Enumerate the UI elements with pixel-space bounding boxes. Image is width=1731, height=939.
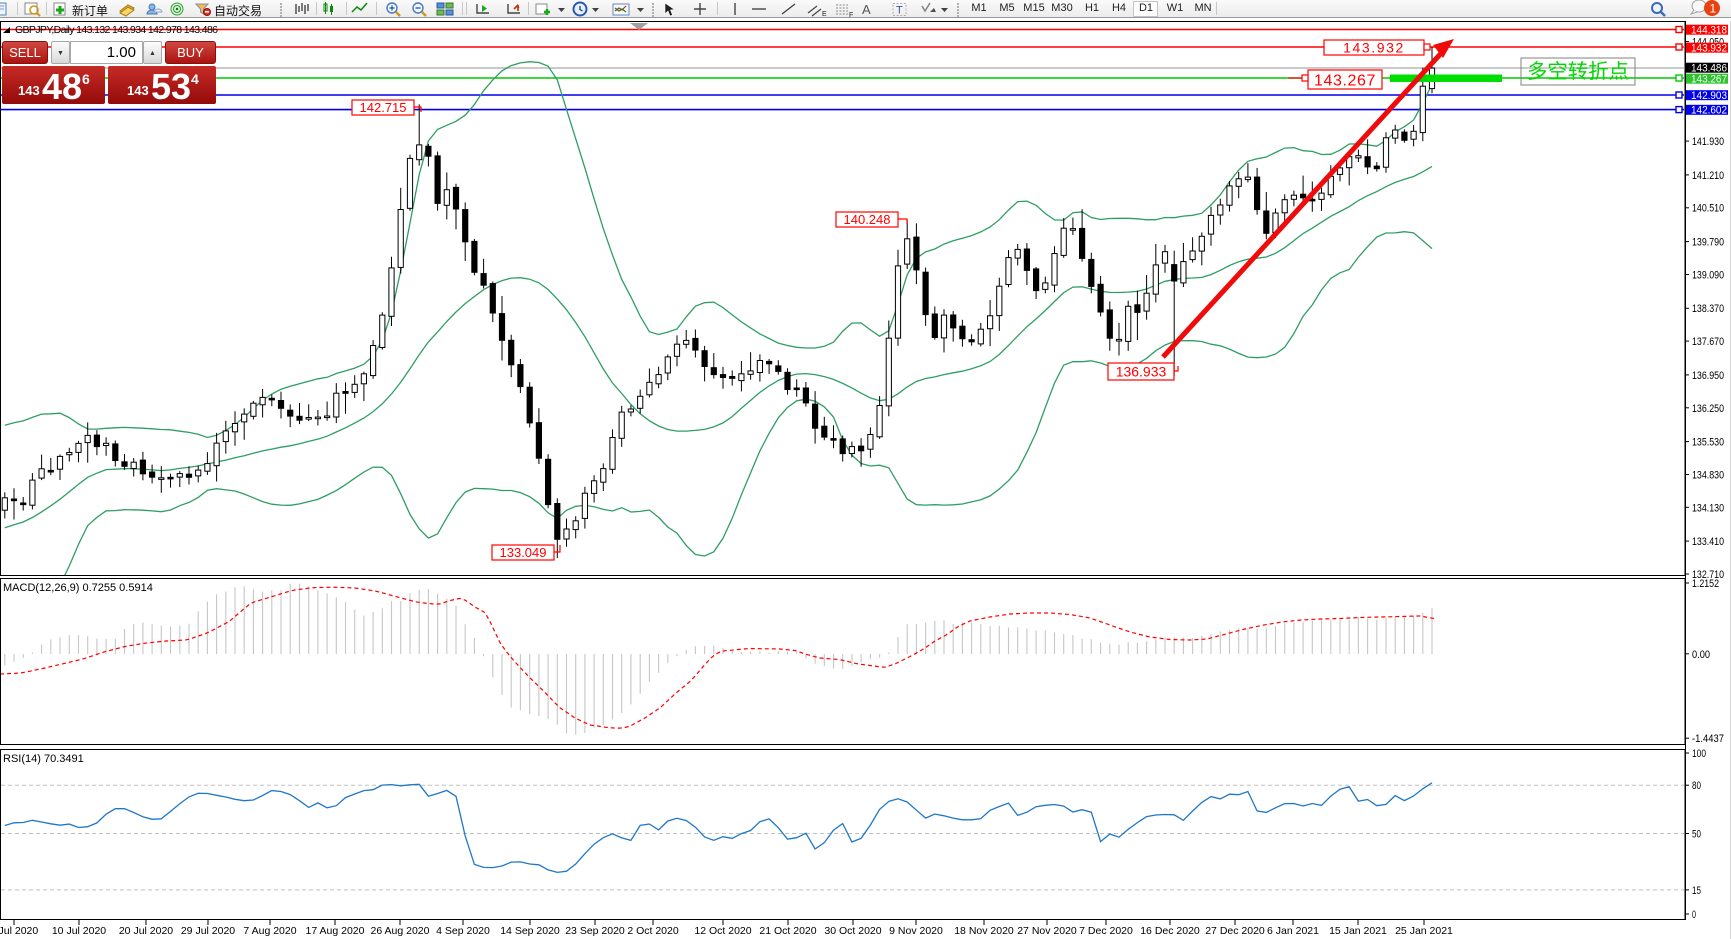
svg-text:12 Oct 2020: 12 Oct 2020 <box>694 925 751 937</box>
svg-text:134.130: 134.130 <box>1692 502 1724 514</box>
svg-text:23 Sep 2020: 23 Sep 2020 <box>565 925 625 937</box>
svg-text:RSI(14) 70.3491: RSI(14) 70.3491 <box>3 753 84 765</box>
svg-text:T: T <box>896 5 903 17</box>
svg-text:80: 80 <box>1692 780 1701 792</box>
svg-text:-1.4437: -1.4437 <box>1692 733 1724 745</box>
svg-text:133.410: 133.410 <box>1692 536 1724 548</box>
svg-text:0: 0 <box>1692 909 1696 921</box>
svg-text:135.530: 135.530 <box>1692 437 1724 449</box>
svg-text:6 Jan 2021: 6 Jan 2021 <box>1267 925 1319 937</box>
svg-text:18 Nov 2020: 18 Nov 2020 <box>954 925 1014 937</box>
svg-text:20 Jul 2020: 20 Jul 2020 <box>119 925 173 937</box>
svg-text:E: E <box>822 11 827 18</box>
svg-text:143.932: 143.932 <box>1691 42 1727 54</box>
svg-text:141.930: 141.930 <box>1692 136 1724 148</box>
svg-text:F: F <box>849 12 853 18</box>
svg-text:142.715: 142.715 <box>360 100 407 115</box>
svg-text:50: 50 <box>1692 829 1701 841</box>
svg-text:MACD(12,26,9) 0.7255 0.5914: MACD(12,26,9) 0.7255 0.5914 <box>3 582 153 594</box>
svg-text:A: A <box>862 2 871 17</box>
svg-text:17 Aug 2020: 17 Aug 2020 <box>306 925 365 937</box>
svg-text:133.049: 133.049 <box>500 545 547 560</box>
svg-text:15: 15 <box>1692 885 1701 897</box>
svg-text:132.710: 132.710 <box>1692 569 1724 581</box>
svg-text:136.950: 136.950 <box>1692 370 1724 382</box>
svg-text:138.370: 138.370 <box>1692 303 1724 315</box>
svg-text:1.2152: 1.2152 <box>1692 578 1719 590</box>
svg-text:7 Aug 2020: 7 Aug 2020 <box>243 925 296 937</box>
svg-text:1 Jul 2020: 1 Jul 2020 <box>0 925 38 937</box>
svg-text:100: 100 <box>1692 748 1706 760</box>
svg-text:141.210: 141.210 <box>1692 170 1724 182</box>
svg-text:140.248: 140.248 <box>844 212 891 227</box>
svg-text:26 Aug 2020: 26 Aug 2020 <box>371 925 430 937</box>
svg-text:14 Sep 2020: 14 Sep 2020 <box>500 925 560 937</box>
svg-text:140.510: 140.510 <box>1692 203 1724 215</box>
svg-text:143.486: 143.486 <box>1691 62 1727 74</box>
svg-text:27 Dec 2020: 27 Dec 2020 <box>1205 925 1265 937</box>
svg-text:134.830: 134.830 <box>1692 469 1724 481</box>
svg-text:21 Oct 2020: 21 Oct 2020 <box>759 925 816 937</box>
svg-text:142.602: 142.602 <box>1691 104 1727 116</box>
svg-text:1: 1 <box>1710 2 1717 16</box>
svg-text:GBPJPY,Daily 143.132 143.934: GBPJPY,Daily 143.132 143.934 142.978 143… <box>15 24 218 36</box>
svg-text:16 Dec 2020: 16 Dec 2020 <box>1140 925 1200 937</box>
svg-text:136.933: 136.933 <box>1116 364 1167 380</box>
svg-text:143.267: 143.267 <box>1314 72 1376 89</box>
svg-text:143.267: 143.267 <box>1691 73 1727 85</box>
svg-text:143.932: 143.932 <box>1343 40 1405 56</box>
svg-text:2 Oct 2020: 2 Oct 2020 <box>627 925 679 937</box>
svg-text:30 Oct 2020: 30 Oct 2020 <box>824 925 881 937</box>
svg-text:142.903: 142.903 <box>1691 90 1727 102</box>
svg-text:4 Sep 2020: 4 Sep 2020 <box>436 925 490 937</box>
svg-text:27 Nov 2020: 27 Nov 2020 <box>1017 925 1077 937</box>
svg-text:144.318: 144.318 <box>1691 24 1727 36</box>
svg-text:0.00: 0.00 <box>1692 649 1710 661</box>
svg-text:139.790: 139.790 <box>1692 237 1724 249</box>
svg-text:29 Jul 2020: 29 Jul 2020 <box>181 925 235 937</box>
svg-text:7 Dec 2020: 7 Dec 2020 <box>1079 925 1133 937</box>
svg-text:多空转折点: 多空转折点 <box>1527 60 1629 83</box>
svg-text:9 Nov 2020: 9 Nov 2020 <box>889 925 943 937</box>
svg-text:136.250: 136.250 <box>1692 403 1724 415</box>
svg-text:10 Jul 2020: 10 Jul 2020 <box>52 925 106 937</box>
svg-text:15 Jan 2021: 15 Jan 2021 <box>1329 925 1387 937</box>
svg-text:137.670: 137.670 <box>1692 336 1724 348</box>
svg-text:25 Jan 2021: 25 Jan 2021 <box>1395 925 1453 937</box>
svg-text:139.090: 139.090 <box>1692 269 1724 281</box>
